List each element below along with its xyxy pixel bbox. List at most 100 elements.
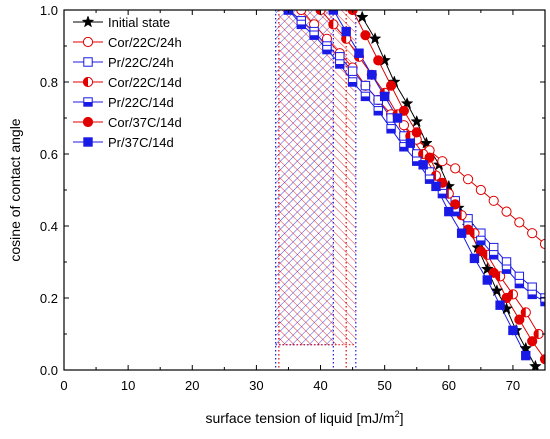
data-point-s5-4 <box>322 44 332 55</box>
x-axis-label-end: ] <box>400 410 404 426</box>
data-point-s3-7 <box>360 80 371 91</box>
x-tick-label-0: 0 <box>60 378 67 393</box>
data-point-s1-1 <box>355 10 369 23</box>
legend-label-1: Initial state <box>108 15 170 30</box>
x-axis-label: surface tension of liquid [mJ/m2] <box>206 409 404 426</box>
data-point-s1-5 <box>400 96 414 110</box>
y-tick-label-2: 0.4 <box>40 219 58 234</box>
y-tick-label-5: 1.0 <box>40 3 58 18</box>
data-point-s5-5 <box>335 59 345 69</box>
data-point-s4-2 <box>328 19 339 30</box>
x-tick-label-4: 40 <box>313 378 327 393</box>
data-point-s5-18 <box>501 264 512 274</box>
legend-marker-7 <box>83 137 93 147</box>
data-point-s6-11 <box>475 246 486 257</box>
data-point-s2-20 <box>539 238 545 250</box>
data-point-s7-1 <box>328 10 339 15</box>
y-tick-label-0: 0.0 <box>40 363 58 378</box>
legend-marker-6 <box>82 116 94 128</box>
data-point-s7-15 <box>508 325 518 336</box>
data-point-s6-2 <box>360 30 371 41</box>
x-axis-label-superscript: 2 <box>395 409 400 419</box>
legend-marker-1 <box>81 15 95 28</box>
data-point-s6-13 <box>501 292 512 304</box>
x-tick-label-5: 50 <box>377 378 391 393</box>
axis-ticks: 0 10 20 30 40 50 60 70 0.0 0.2 0.4 0.6 0.8 1.0 <box>40 3 545 393</box>
x-tick-label-7: 70 <box>506 378 520 393</box>
data-point-s4-9 <box>418 148 429 160</box>
legend-label-4: Cor/22C/14d <box>108 75 182 90</box>
data-point-s5-6 <box>347 77 358 87</box>
legend-item-4: Cor/22C/14d <box>73 75 182 90</box>
y-tick-label-1: 0.2 <box>40 291 58 306</box>
data-point-s1-14 <box>490 284 504 297</box>
data-point-s5-3 <box>309 30 319 40</box>
data-point-s2-1 <box>296 10 307 16</box>
data-point-s6-15 <box>527 336 538 347</box>
y-tick-label-4: 0.8 <box>40 75 58 90</box>
legend-label-7: Pr/37C/14d <box>108 135 174 150</box>
data-point-s3-6 <box>347 66 358 76</box>
data-point-s7-3 <box>354 48 364 58</box>
data-point-s5-2 <box>296 19 306 30</box>
data-point-s5-20 <box>527 289 537 300</box>
x-tick-label-1: 10 <box>121 378 135 393</box>
data-point-s5-17 <box>488 250 499 260</box>
data-point-s1-6 <box>410 114 424 128</box>
data-point-s1-7 <box>419 136 433 149</box>
data-point-s7-12 <box>469 253 480 264</box>
data-point-s2-15 <box>475 184 486 196</box>
data-point-s7-10 <box>444 206 454 217</box>
x-tick-label-2: 20 <box>185 378 199 393</box>
data-point-s6-7 <box>424 152 435 163</box>
data-point-s5-8 <box>373 106 383 116</box>
data-point-s5-13 <box>437 188 448 199</box>
legend-label-3: Pr/22C/24h <box>108 55 174 70</box>
series-markers <box>283 10 545 370</box>
data-point-s7-14 <box>495 300 505 310</box>
data-point-s6-4 <box>385 80 397 91</box>
data-point-s7-4 <box>367 70 377 80</box>
data-point-s2-12 <box>437 156 448 167</box>
x-tick-label-3: 30 <box>249 378 263 393</box>
data-point-s1-13 <box>480 262 494 275</box>
legend: Initial state Cor/22C/24h Pr/22C/24h Cor/22… <box>73 15 182 150</box>
data-point-s7-8 <box>418 160 428 170</box>
data-point-s6-3 <box>373 55 384 66</box>
legend-item-6: Cor/37C/14d <box>73 115 182 130</box>
data-point-s6-16 <box>539 354 545 365</box>
data-point-s7-6 <box>392 113 403 123</box>
data-point-s2-19 <box>527 228 538 239</box>
data-point-s5-12 <box>424 174 435 184</box>
data-point-s5-7 <box>360 91 371 102</box>
data-point-s6-12 <box>488 267 499 278</box>
legend-item-2: Cor/22C/24h <box>73 35 182 50</box>
x-axis-label-text: surface tension of liquid [mJ/m <box>206 410 395 426</box>
data-point-s7-11 <box>456 228 467 238</box>
legend-label-6: Cor/37C/14d <box>108 115 182 130</box>
data-point-s1-18 <box>528 359 542 370</box>
data-point-s2-9 <box>398 120 410 131</box>
data-point-s2-14 <box>462 174 474 185</box>
data-point-s2-13 <box>450 163 461 174</box>
legend-item-5: Pr/22C/14d <box>73 95 174 110</box>
data-point-s7-9 <box>431 181 441 192</box>
data-point-s6-14 <box>514 314 525 325</box>
data-point-s6-5 <box>398 105 410 116</box>
data-point-s1-2 <box>368 32 382 45</box>
data-point-s6-9 <box>450 199 461 210</box>
legend-item-1: Initial state <box>73 15 170 30</box>
data-point-s7-7 <box>405 138 416 148</box>
data-point-s7-16 <box>521 350 531 361</box>
data-point-s4-18 <box>533 328 544 340</box>
y-tick-label-3: 0.6 <box>40 147 58 162</box>
legend-marker-5 <box>83 97 93 107</box>
legend-marker-4 <box>82 76 94 88</box>
data-point-s5-16 <box>476 235 486 246</box>
data-point-s7-2 <box>341 26 351 37</box>
legend-label-5: Pr/22C/14d <box>108 95 174 110</box>
data-point-s4-17 <box>520 307 531 318</box>
legend-item-7: Pr/37C/14d <box>73 135 174 150</box>
